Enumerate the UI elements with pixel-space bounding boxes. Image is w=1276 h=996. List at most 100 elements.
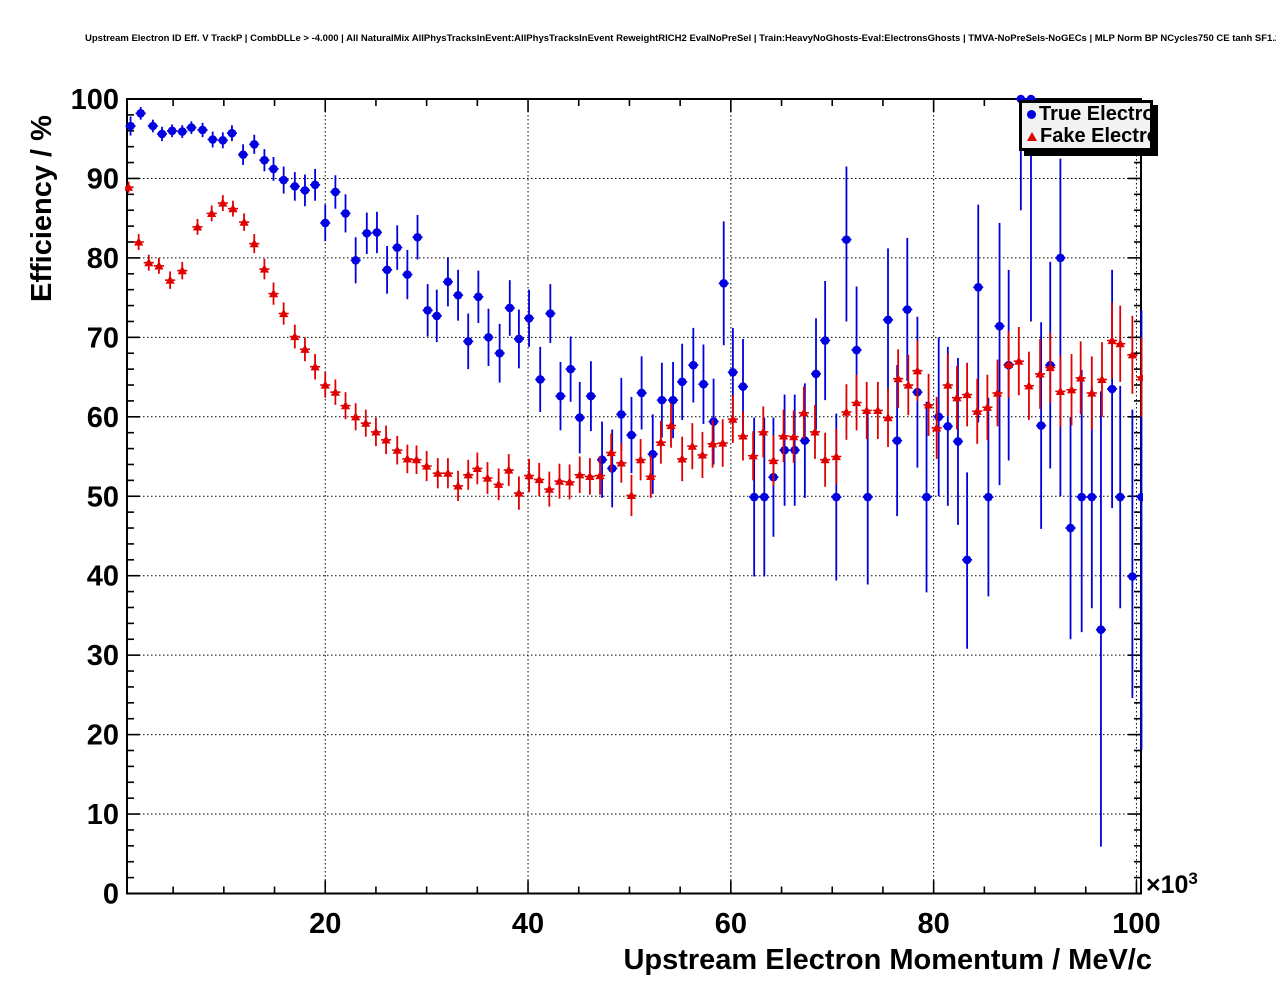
marker-fake-electron — [962, 389, 972, 399]
marker-true-electron — [126, 121, 135, 131]
y-tick-label: 20 — [87, 720, 119, 752]
marker-true-electron — [922, 492, 931, 502]
marker-true-electron — [699, 379, 708, 389]
marker-fake-electron — [218, 198, 228, 207]
marker-true-electron — [187, 123, 196, 132]
y-tick-label: 60 — [87, 402, 119, 434]
marker-true-electron — [514, 334, 524, 344]
marker-true-electron — [403, 270, 412, 279]
marker-true-electron — [351, 255, 360, 265]
marker-true-electron — [719, 279, 729, 288]
marker-fake-electron — [534, 474, 544, 484]
marker-fake-electron — [606, 447, 616, 457]
marker-true-electron — [842, 235, 851, 244]
marker-fake-electron — [575, 470, 585, 479]
marker-true-electron — [831, 492, 841, 502]
x-axis-exponent: ×103 — [1146, 869, 1198, 900]
marker-fake-electron — [1127, 350, 1137, 359]
marker-true-electron — [524, 313, 534, 323]
marker-fake-electron — [1055, 386, 1065, 395]
x-tick-labels: 20 40 60 80 100 — [309, 908, 1161, 940]
marker-true-electron — [423, 306, 432, 315]
marker-true-electron — [474, 292, 483, 302]
marker-fake-electron — [831, 451, 841, 461]
marker-fake-electron — [851, 397, 862, 407]
marker-true-electron — [453, 290, 463, 300]
marker-fake-electron — [943, 380, 953, 389]
marker-fake-electron — [433, 468, 443, 477]
marker-fake-electron — [310, 362, 320, 371]
marker-true-electron — [341, 209, 350, 218]
marker-true-electron — [249, 139, 259, 149]
marker-fake-electron — [554, 476, 565, 485]
marker-true-electron — [269, 164, 278, 174]
marker-fake-electron — [1115, 339, 1125, 348]
marker-fake-electron — [646, 471, 656, 480]
y-tick-labels: 0 10 20 30 40 50 60 70 80 90 100 — [71, 84, 119, 911]
marker-fake-electron — [134, 237, 144, 246]
marker-fake-electron — [1136, 372, 1143, 381]
marker-fake-electron — [154, 261, 164, 270]
marker-fake-electron — [789, 432, 799, 441]
marker-true-electron — [749, 492, 759, 502]
marker-true-electron — [668, 395, 678, 405]
marker-true-electron — [1087, 492, 1097, 502]
marker-fake-electron — [912, 366, 923, 375]
x-tick-label: 80 — [918, 908, 950, 940]
marker-fake-electron — [361, 418, 371, 427]
marker-fake-electron — [177, 266, 187, 275]
y-tick-label: 30 — [87, 640, 119, 672]
exponent-power: 3 — [1188, 869, 1198, 888]
marker-fake-electron — [144, 258, 154, 267]
marker-true-electron — [443, 277, 453, 287]
marker-true-electron — [136, 109, 145, 118]
marker-fake-electron — [707, 439, 718, 448]
marker-true-electron — [1115, 492, 1125, 502]
marker-fake-electron — [952, 393, 962, 402]
marker-fake-electron — [903, 380, 913, 389]
marker-true-electron — [198, 125, 207, 135]
marker-true-electron — [1077, 492, 1086, 502]
marker-fake-electron — [249, 238, 259, 248]
marker-true-electron — [953, 437, 963, 446]
marker-fake-electron — [330, 387, 340, 396]
legend-label: Fake Electron — [1040, 125, 1150, 148]
x-tick-label: 40 — [512, 908, 544, 940]
marker-fake-electron — [279, 308, 289, 318]
marker-true-electron — [995, 321, 1004, 331]
marker-fake-electron — [585, 471, 595, 480]
marker-fake-electron — [1035, 369, 1045, 378]
marker-true-electron — [883, 315, 893, 325]
marker-fake-electron — [544, 484, 554, 493]
marker-fake-electron — [1097, 374, 1107, 384]
marker-true-electron — [290, 182, 300, 191]
y-tick-label: 90 — [87, 163, 119, 195]
marker-fake-electron — [758, 427, 768, 436]
marker-true-electron — [934, 412, 944, 422]
marker-fake-electron — [125, 182, 134, 191]
y-tick-label: 10 — [87, 799, 119, 831]
marker-fake-electron — [932, 423, 942, 432]
marker-fake-electron — [656, 437, 666, 446]
marker-true-electron — [148, 121, 158, 131]
marker-fake-electron — [300, 344, 310, 353]
marker-fake-electron — [392, 445, 402, 454]
marker-fake-electron — [514, 488, 524, 497]
marker-true-electron — [759, 492, 769, 502]
marker-true-electron — [637, 388, 646, 398]
marker-true-electron — [1107, 384, 1117, 394]
marker-true-electron — [432, 311, 442, 321]
marker-fake-electron — [268, 289, 279, 298]
marker-true-electron — [738, 382, 748, 391]
marker-fake-electron — [290, 331, 300, 341]
marker-true-electron — [586, 391, 596, 401]
marker-true-electron — [617, 410, 626, 419]
marker-fake-electron — [862, 405, 872, 415]
marker-fake-electron — [595, 470, 605, 480]
legend-label: True Electron — [1039, 102, 1150, 125]
legend-entry-true-electron: True Electron — [1022, 103, 1150, 125]
marker-fake-electron — [259, 264, 269, 273]
marker-true-electron — [227, 128, 237, 138]
marker-true-electron — [331, 187, 340, 197]
marker-true-electron — [728, 368, 738, 377]
